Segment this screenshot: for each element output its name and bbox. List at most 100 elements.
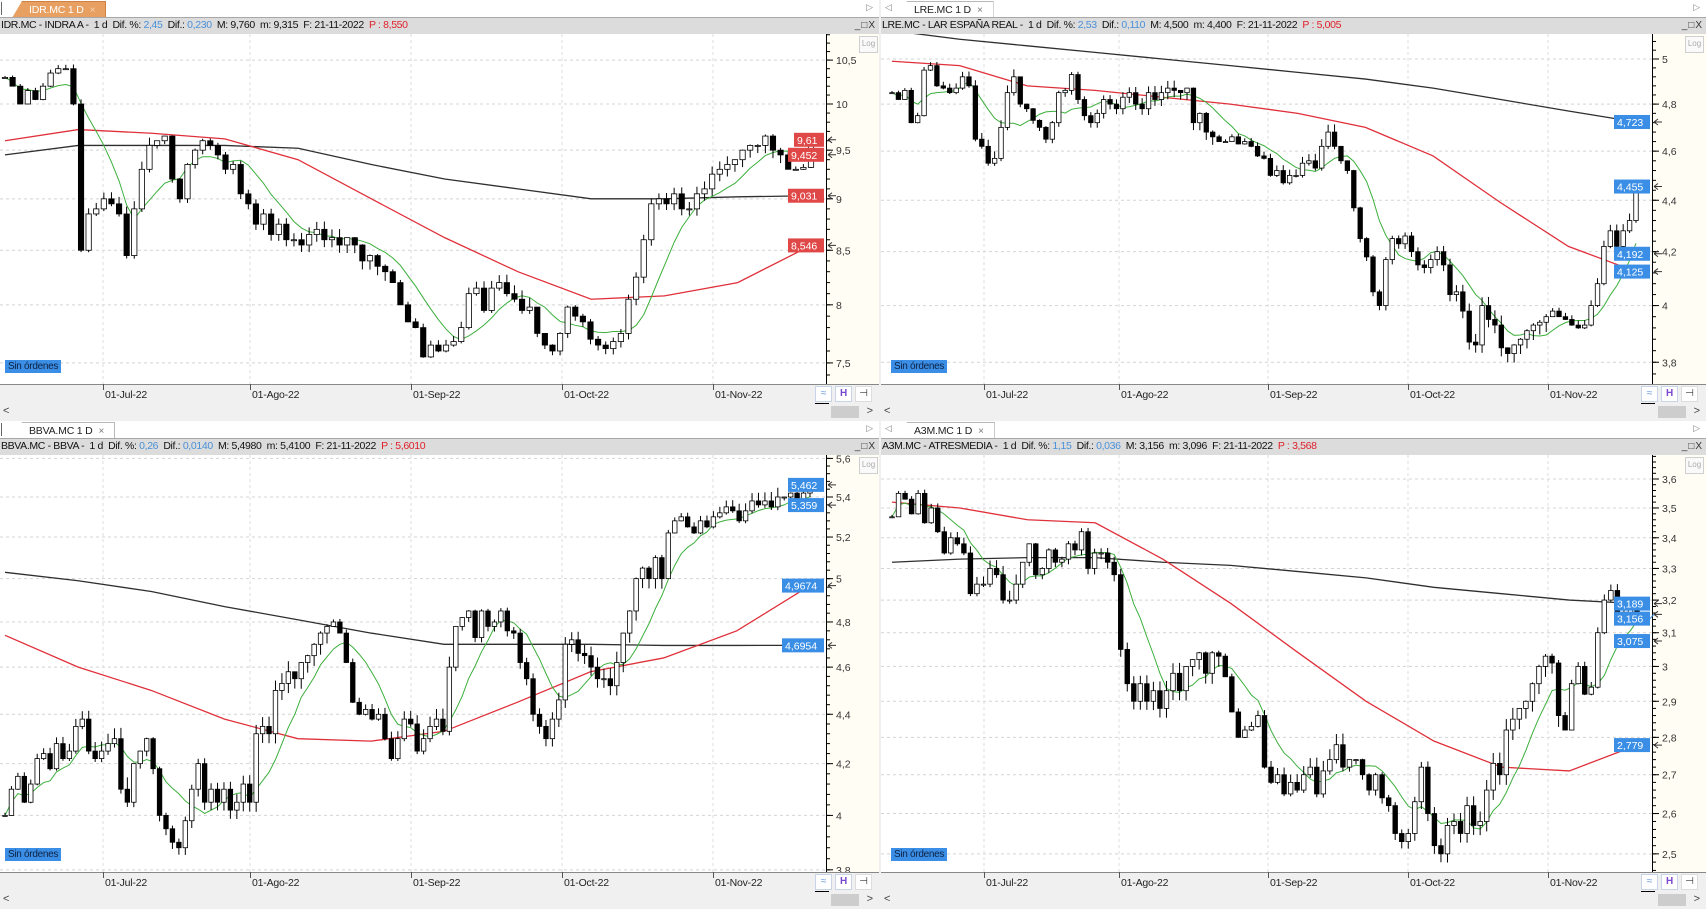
- candle-body: [686, 208, 693, 211]
- candle: [343, 629, 349, 663]
- candle-body: [652, 557, 659, 580]
- candle-body: [1189, 659, 1196, 667]
- tab-scroll-left-icon[interactable]: ◁: [885, 2, 892, 12]
- window-controls[interactable]: _□X: [1681, 20, 1703, 31]
- indicator-wave-icon[interactable]: ≈: [815, 874, 832, 890]
- tab-bbva[interactable]: BBVA.MC 1 D ×: [12, 422, 116, 439]
- save-template-icon[interactable]: H: [1661, 386, 1678, 402]
- candle-body: [176, 178, 183, 200]
- indicator-wave-icon[interactable]: ≈: [1641, 386, 1658, 402]
- tab-scroll-left[interactable]: [1, 423, 2, 436]
- pin-icon[interactable]: ⊣: [855, 874, 872, 890]
- tab-scroll-right-icon[interactable]: ▷: [866, 2, 873, 12]
- pin-icon[interactable]: ⊣: [1681, 386, 1698, 402]
- candle-body: [453, 625, 459, 668]
- candle: [749, 493, 755, 514]
- tab-scroll-right-icon[interactable]: ▷: [866, 423, 873, 433]
- scroll-right-icon[interactable]: >: [866, 893, 873, 905]
- candle-body: [1248, 141, 1254, 147]
- price-axis[interactable]: [1652, 455, 1706, 872]
- close-tab-icon[interactable]: ×: [98, 426, 105, 437]
- scrollbar-thumb[interactable]: [831, 406, 859, 418]
- candle-body: [32, 90, 39, 100]
- save-template-icon[interactable]: H: [835, 874, 852, 890]
- price-chart[interactable]: 10,5 10 9,5 9 8,5 8 7,5 9,61 9,452 9,031 8,546 Log…: [0, 34, 879, 384]
- scroll-right-icon[interactable]: >: [1693, 405, 1700, 417]
- tab-scroll-right-icon[interactable]: ▷: [1693, 2, 1700, 12]
- tab-a3m[interactable]: A3M.MC 1 D ×: [897, 422, 995, 439]
- horizontal-scrollbar[interactable]: < >: [0, 892, 879, 908]
- scroll-left-icon[interactable]: <: [884, 405, 891, 417]
- candle-body: [343, 632, 349, 663]
- scroll-left-icon[interactable]: <: [884, 893, 891, 905]
- price-chart[interactable]: 3,6 3,5 3,4 3,3 3,2 3,1 3 2,9 2,8 2,7 2,6 2,5 3,189 3…: [881, 455, 1706, 872]
- candle-body: [1000, 574, 1006, 601]
- candle: [1299, 156, 1306, 178]
- candle: [1555, 660, 1562, 727]
- date-tick: [103, 872, 104, 878]
- window-controls[interactable]: _□X: [1681, 441, 1703, 452]
- tab-lre[interactable]: LRE.MC 1 D ×: [897, 1, 994, 18]
- scroll-right-icon[interactable]: >: [1693, 893, 1700, 905]
- pin-icon[interactable]: ⊣: [1681, 874, 1698, 890]
- log-scale-button[interactable]: Log: [859, 36, 878, 53]
- candle: [1248, 137, 1254, 148]
- horizontal-scrollbar[interactable]: < >: [881, 404, 1706, 420]
- candle: [1485, 296, 1492, 328]
- candle-body: [252, 203, 259, 225]
- log-scale-button[interactable]: Log: [1685, 36, 1704, 53]
- close-tab-icon[interactable]: ×: [978, 426, 984, 437]
- date-label: 01-Sep-22: [1270, 877, 1318, 889]
- price-axis[interactable]: [1652, 34, 1706, 384]
- indicator-wave-icon[interactable]: ≈: [815, 386, 832, 402]
- candle-body: [1039, 568, 1045, 576]
- candle-body: [79, 718, 85, 727]
- scroll-left-icon[interactable]: <: [3, 893, 10, 905]
- horizontal-scrollbar[interactable]: < >: [0, 404, 879, 420]
- price-marker: 5,359: [788, 498, 836, 513]
- save-template-icon[interactable]: H: [1661, 874, 1678, 890]
- tab-scroll-left[interactable]: [1, 2, 2, 15]
- close-tab-icon[interactable]: ×: [976, 5, 983, 16]
- candle-body: [1457, 821, 1464, 834]
- candle: [427, 716, 433, 743]
- candle-body: [1357, 207, 1363, 239]
- candle-body: [941, 531, 947, 554]
- close-tab-icon[interactable]: ×: [89, 5, 96, 16]
- window-controls[interactable]: _□X: [854, 20, 876, 31]
- scrollbar-thumb[interactable]: [1658, 406, 1686, 418]
- window-controls[interactable]: _□X: [854, 441, 876, 452]
- price-chart[interactable]: 5,6 5,4 5,2 5 4,8 4,6 4,4 4,2 4 3,8 5,462 5,359 4,96…: [0, 455, 879, 872]
- marker-label: 4,455: [1617, 182, 1643, 194]
- save-template-icon[interactable]: H: [835, 386, 852, 402]
- candle: [362, 704, 369, 716]
- scroll-right-icon[interactable]: >: [866, 405, 873, 417]
- candle-body: [73, 726, 79, 752]
- candle-body: [1085, 531, 1091, 569]
- candle-body: [1235, 136, 1241, 145]
- candle: [1267, 153, 1274, 177]
- candle: [671, 187, 678, 211]
- horizontal-scrollbar[interactable]: < >: [881, 892, 1706, 908]
- tab-scroll-left-icon[interactable]: ◁: [885, 423, 892, 433]
- candle-body: [359, 244, 366, 262]
- candle: [1408, 232, 1415, 257]
- price-axis[interactable]: [826, 34, 879, 384]
- date-tick: [1548, 384, 1549, 390]
- candle-body: [1059, 558, 1065, 563]
- scrollbar-thumb[interactable]: [1658, 894, 1686, 906]
- scrollbar-thumb[interactable]: [831, 894, 859, 906]
- pin-icon[interactable]: ⊣: [855, 386, 872, 402]
- candle: [723, 500, 729, 515]
- candle: [1464, 796, 1470, 843]
- price-axis[interactable]: [826, 455, 879, 872]
- candle: [472, 609, 478, 643]
- price-chart[interactable]: 5 4,8 4,6 4,4 4,2 4 3,8 4,723 4,455 4,192 4,125 Lo…: [881, 34, 1706, 384]
- tab-scroll-right-icon[interactable]: ▷: [1693, 423, 1700, 433]
- log-scale-button[interactable]: Log: [1685, 457, 1704, 474]
- tab-idr[interactable]: IDR.MC 1 D ×: [12, 1, 107, 18]
- indicator-wave-icon[interactable]: ≈: [1641, 874, 1658, 890]
- candle: [601, 668, 607, 688]
- log-scale-button[interactable]: Log: [859, 457, 878, 474]
- scroll-left-icon[interactable]: <: [3, 405, 10, 417]
